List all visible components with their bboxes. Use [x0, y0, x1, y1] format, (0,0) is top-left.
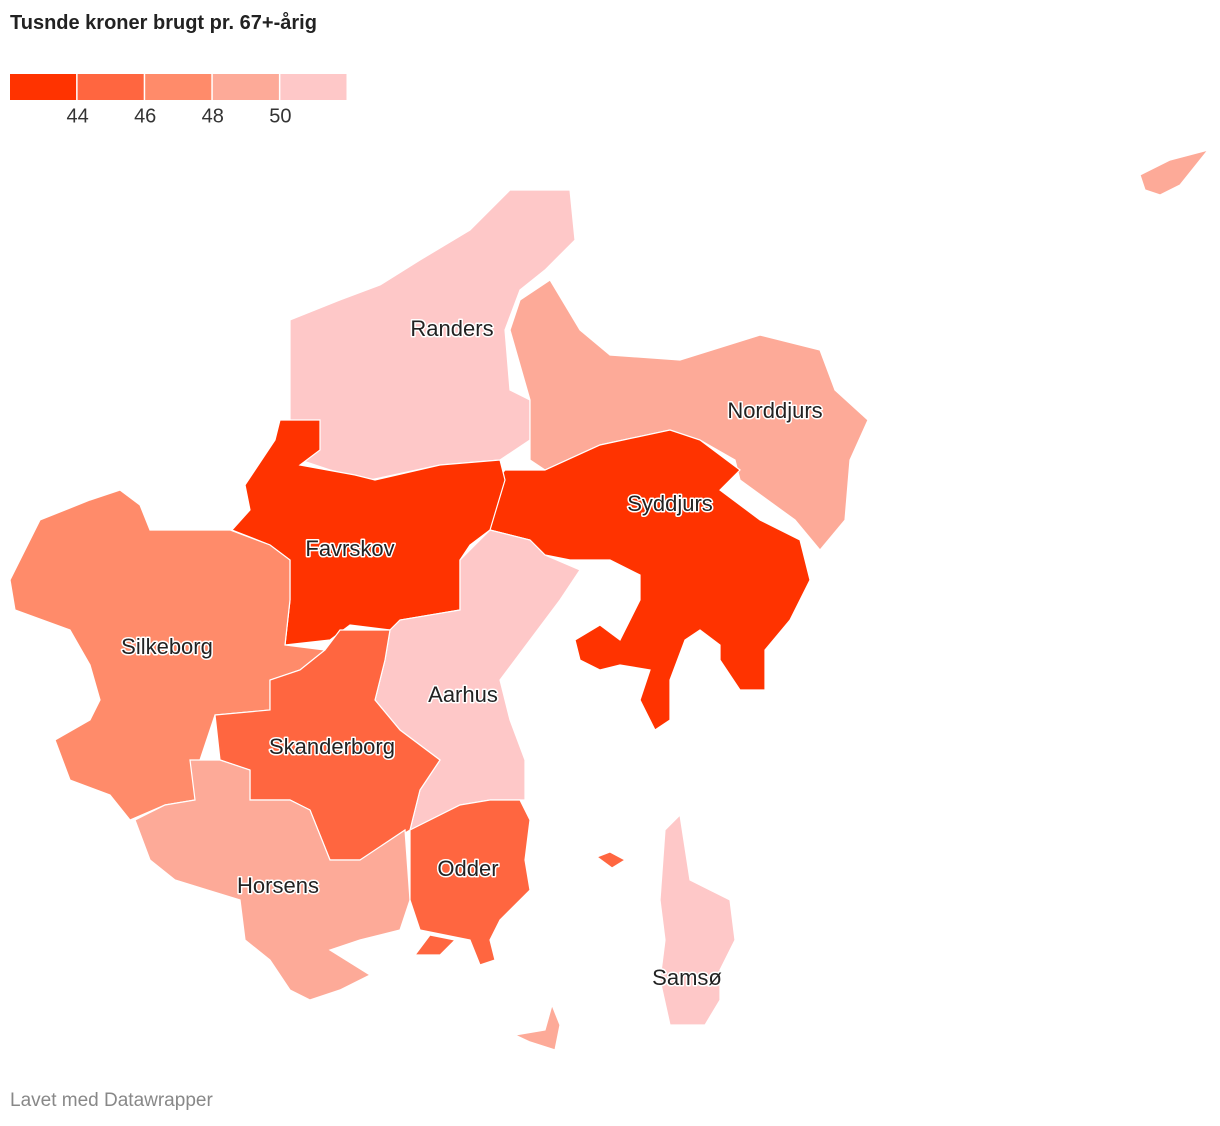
region-label: Norddjurs [727, 398, 822, 423]
legend-tick-label: 46 [134, 105, 156, 127]
legend-swatch [77, 74, 144, 100]
legend-tick-label: 50 [269, 105, 291, 127]
map-title: Tusnde kroner brugt pr. 67+-årig [10, 12, 317, 34]
legend-tick-label: 48 [202, 105, 224, 127]
region-shape [659, 813, 736, 1026]
legend-swatch [280, 74, 347, 100]
region-shape [512, 1003, 561, 1051]
region-label: Randers [410, 316, 493, 341]
region-label: Favrskov [305, 536, 394, 561]
region-labels: Randers Norddjurs Syddjurs Favrskov Silkebor… [120, 314, 825, 991]
legend-tick-label: 44 [66, 105, 88, 127]
region-label: Syddjurs [627, 491, 713, 516]
region-label: Silkeborg [121, 634, 213, 659]
legend-swatch [145, 74, 212, 100]
region-shape [479, 429, 811, 731]
region-shape [409, 799, 531, 966]
region-label: Samsø [652, 965, 722, 990]
region-label: Horsens [237, 873, 319, 898]
footer: Lavet med Datawrapper [10, 1090, 213, 1111]
region-label: Skanderborg [269, 734, 395, 759]
legend-swatch [212, 74, 279, 100]
region-shape [1139, 148, 1210, 196]
region-shape [595, 851, 627, 869]
region-label: Odder [437, 856, 498, 881]
legend-swatch [10, 74, 77, 100]
region-shape [134, 759, 411, 1001]
region-shape [413, 934, 457, 956]
legend: 44 46 48 50 [10, 74, 347, 127]
region-label: Aarhus [428, 682, 498, 707]
